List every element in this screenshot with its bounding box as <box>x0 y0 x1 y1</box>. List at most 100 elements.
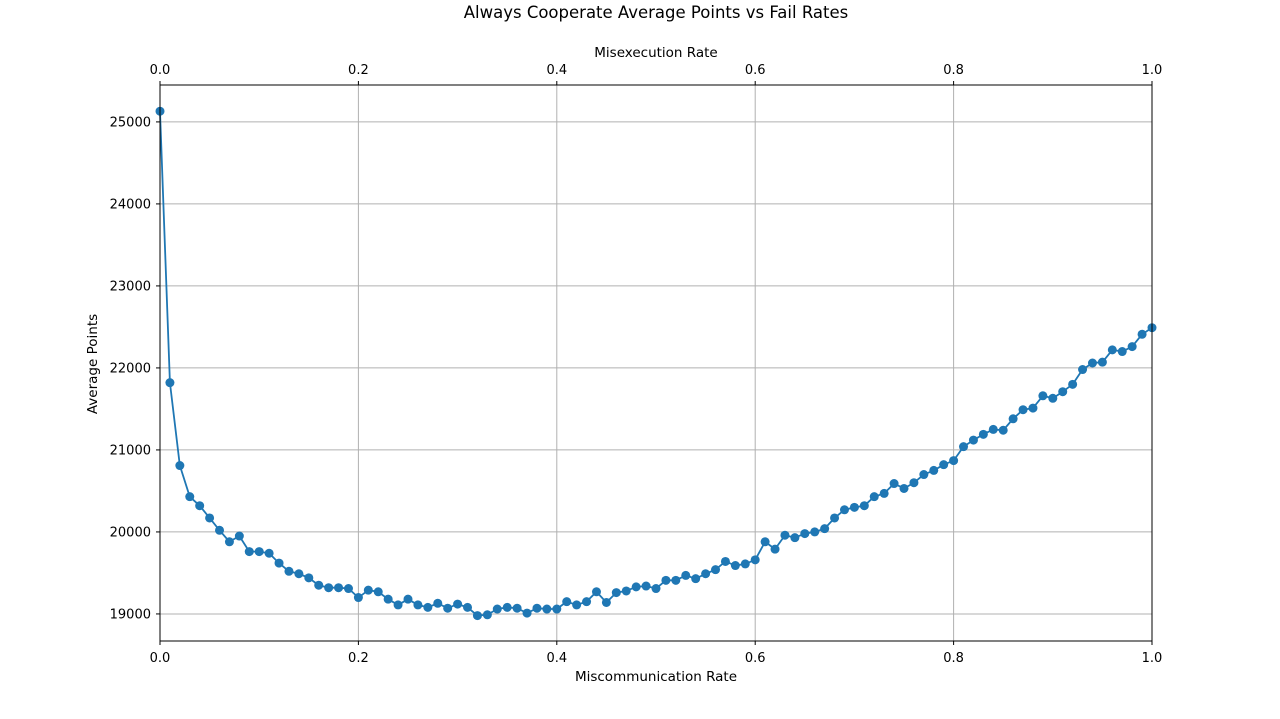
x-tick-label: 1.0 <box>1142 651 1163 666</box>
ticks-layer: 0.0 0.2 0.4 0.6 0.8 1.0 0.0 0.2 0.4 0.6 0.8 1.0 1900… <box>110 63 1163 666</box>
data-point <box>949 456 959 466</box>
data-point <box>244 547 254 557</box>
data-point <box>998 425 1008 435</box>
data-point <box>701 569 711 579</box>
data-point <box>383 594 393 604</box>
data-point <box>334 583 344 593</box>
data-point <box>720 556 730 566</box>
data-point <box>572 600 582 610</box>
data-point <box>562 597 572 607</box>
data-point <box>909 478 919 488</box>
data-point <box>889 479 899 489</box>
data-point <box>830 513 840 523</box>
y-axis-title: Average Points <box>85 314 101 414</box>
data-point <box>472 611 482 621</box>
y-tick-label: 21000 <box>110 443 151 458</box>
x-tick-label: 0.4 <box>546 651 567 666</box>
data-point <box>651 584 661 594</box>
top-x-axis-title: Misexecution Rate <box>594 45 717 61</box>
data-point <box>730 561 740 571</box>
data-point <box>492 604 502 614</box>
data-point <box>1058 387 1068 397</box>
data-point <box>591 587 601 597</box>
data-point <box>512 603 522 613</box>
data-point <box>1078 365 1088 375</box>
data-point <box>1117 347 1127 357</box>
data-point <box>839 505 849 515</box>
series-line <box>159 111 1153 617</box>
data-point <box>671 575 681 585</box>
data-point <box>681 570 691 580</box>
data-point <box>423 602 433 612</box>
data-point <box>393 600 403 610</box>
data-point <box>175 461 185 471</box>
y-tick-label: 24000 <box>110 197 151 212</box>
data-point <box>363 585 373 595</box>
data-point <box>820 524 830 534</box>
data-point <box>532 603 542 613</box>
data-point <box>373 587 383 597</box>
data-point <box>978 429 988 439</box>
top-x-tick-label: 0.0 <box>150 63 171 78</box>
data-point <box>859 501 869 511</box>
data-point <box>790 533 800 543</box>
data-point <box>482 610 492 620</box>
chart-title: Always Cooperate Average Points vs Fail … <box>464 3 849 22</box>
grid-layer <box>159 85 1153 641</box>
data-point <box>324 583 334 593</box>
data-point <box>1087 358 1097 368</box>
data-point <box>959 442 969 452</box>
x-tick-label: 0.2 <box>348 651 369 666</box>
y-tick-label: 20000 <box>110 525 151 540</box>
data-point <box>1008 414 1018 424</box>
data-point <box>810 527 820 537</box>
data-point <box>413 600 423 610</box>
data-point <box>869 492 879 502</box>
top-x-tick-label: 1.0 <box>1142 63 1163 78</box>
data-point <box>433 598 443 608</box>
data-point <box>254 547 264 557</box>
data-point <box>215 525 225 535</box>
series-layer <box>155 106 1157 621</box>
data-point <box>968 435 978 445</box>
x-tick-label: 0.0 <box>150 651 171 666</box>
data-point <box>1048 393 1058 403</box>
x-tick-label: 0.6 <box>745 651 766 666</box>
y-tick-label: 19000 <box>110 607 151 622</box>
data-point <box>1097 357 1107 367</box>
data-point <box>403 594 413 604</box>
data-point <box>264 548 274 558</box>
data-point <box>621 586 631 596</box>
data-point <box>353 593 363 603</box>
data-point <box>740 559 750 569</box>
data-point <box>601 597 611 607</box>
data-point <box>284 566 294 576</box>
data-point <box>1038 391 1048 401</box>
data-point <box>195 501 205 511</box>
data-point <box>343 584 353 594</box>
data-point <box>294 569 304 579</box>
data-point <box>314 580 324 590</box>
data-point <box>750 555 760 565</box>
top-x-tick-label: 0.2 <box>348 63 369 78</box>
data-point <box>522 608 532 618</box>
data-point <box>919 470 929 480</box>
data-point <box>800 529 810 539</box>
data-point <box>760 537 770 547</box>
y-tick-label: 23000 <box>110 279 151 294</box>
top-x-tick-label: 0.8 <box>943 63 964 78</box>
data-point <box>304 573 314 583</box>
data-point <box>611 588 621 598</box>
top-x-tick-label: 0.6 <box>745 63 766 78</box>
data-point <box>1018 405 1028 415</box>
y-tick-label: 25000 <box>110 115 151 130</box>
data-point <box>453 599 463 609</box>
data-point <box>691 574 701 584</box>
data-point <box>1137 329 1147 339</box>
data-point <box>899 483 909 493</box>
data-point <box>879 488 889 498</box>
data-point <box>185 492 195 502</box>
data-point <box>641 581 651 591</box>
data-point <box>1127 342 1137 352</box>
